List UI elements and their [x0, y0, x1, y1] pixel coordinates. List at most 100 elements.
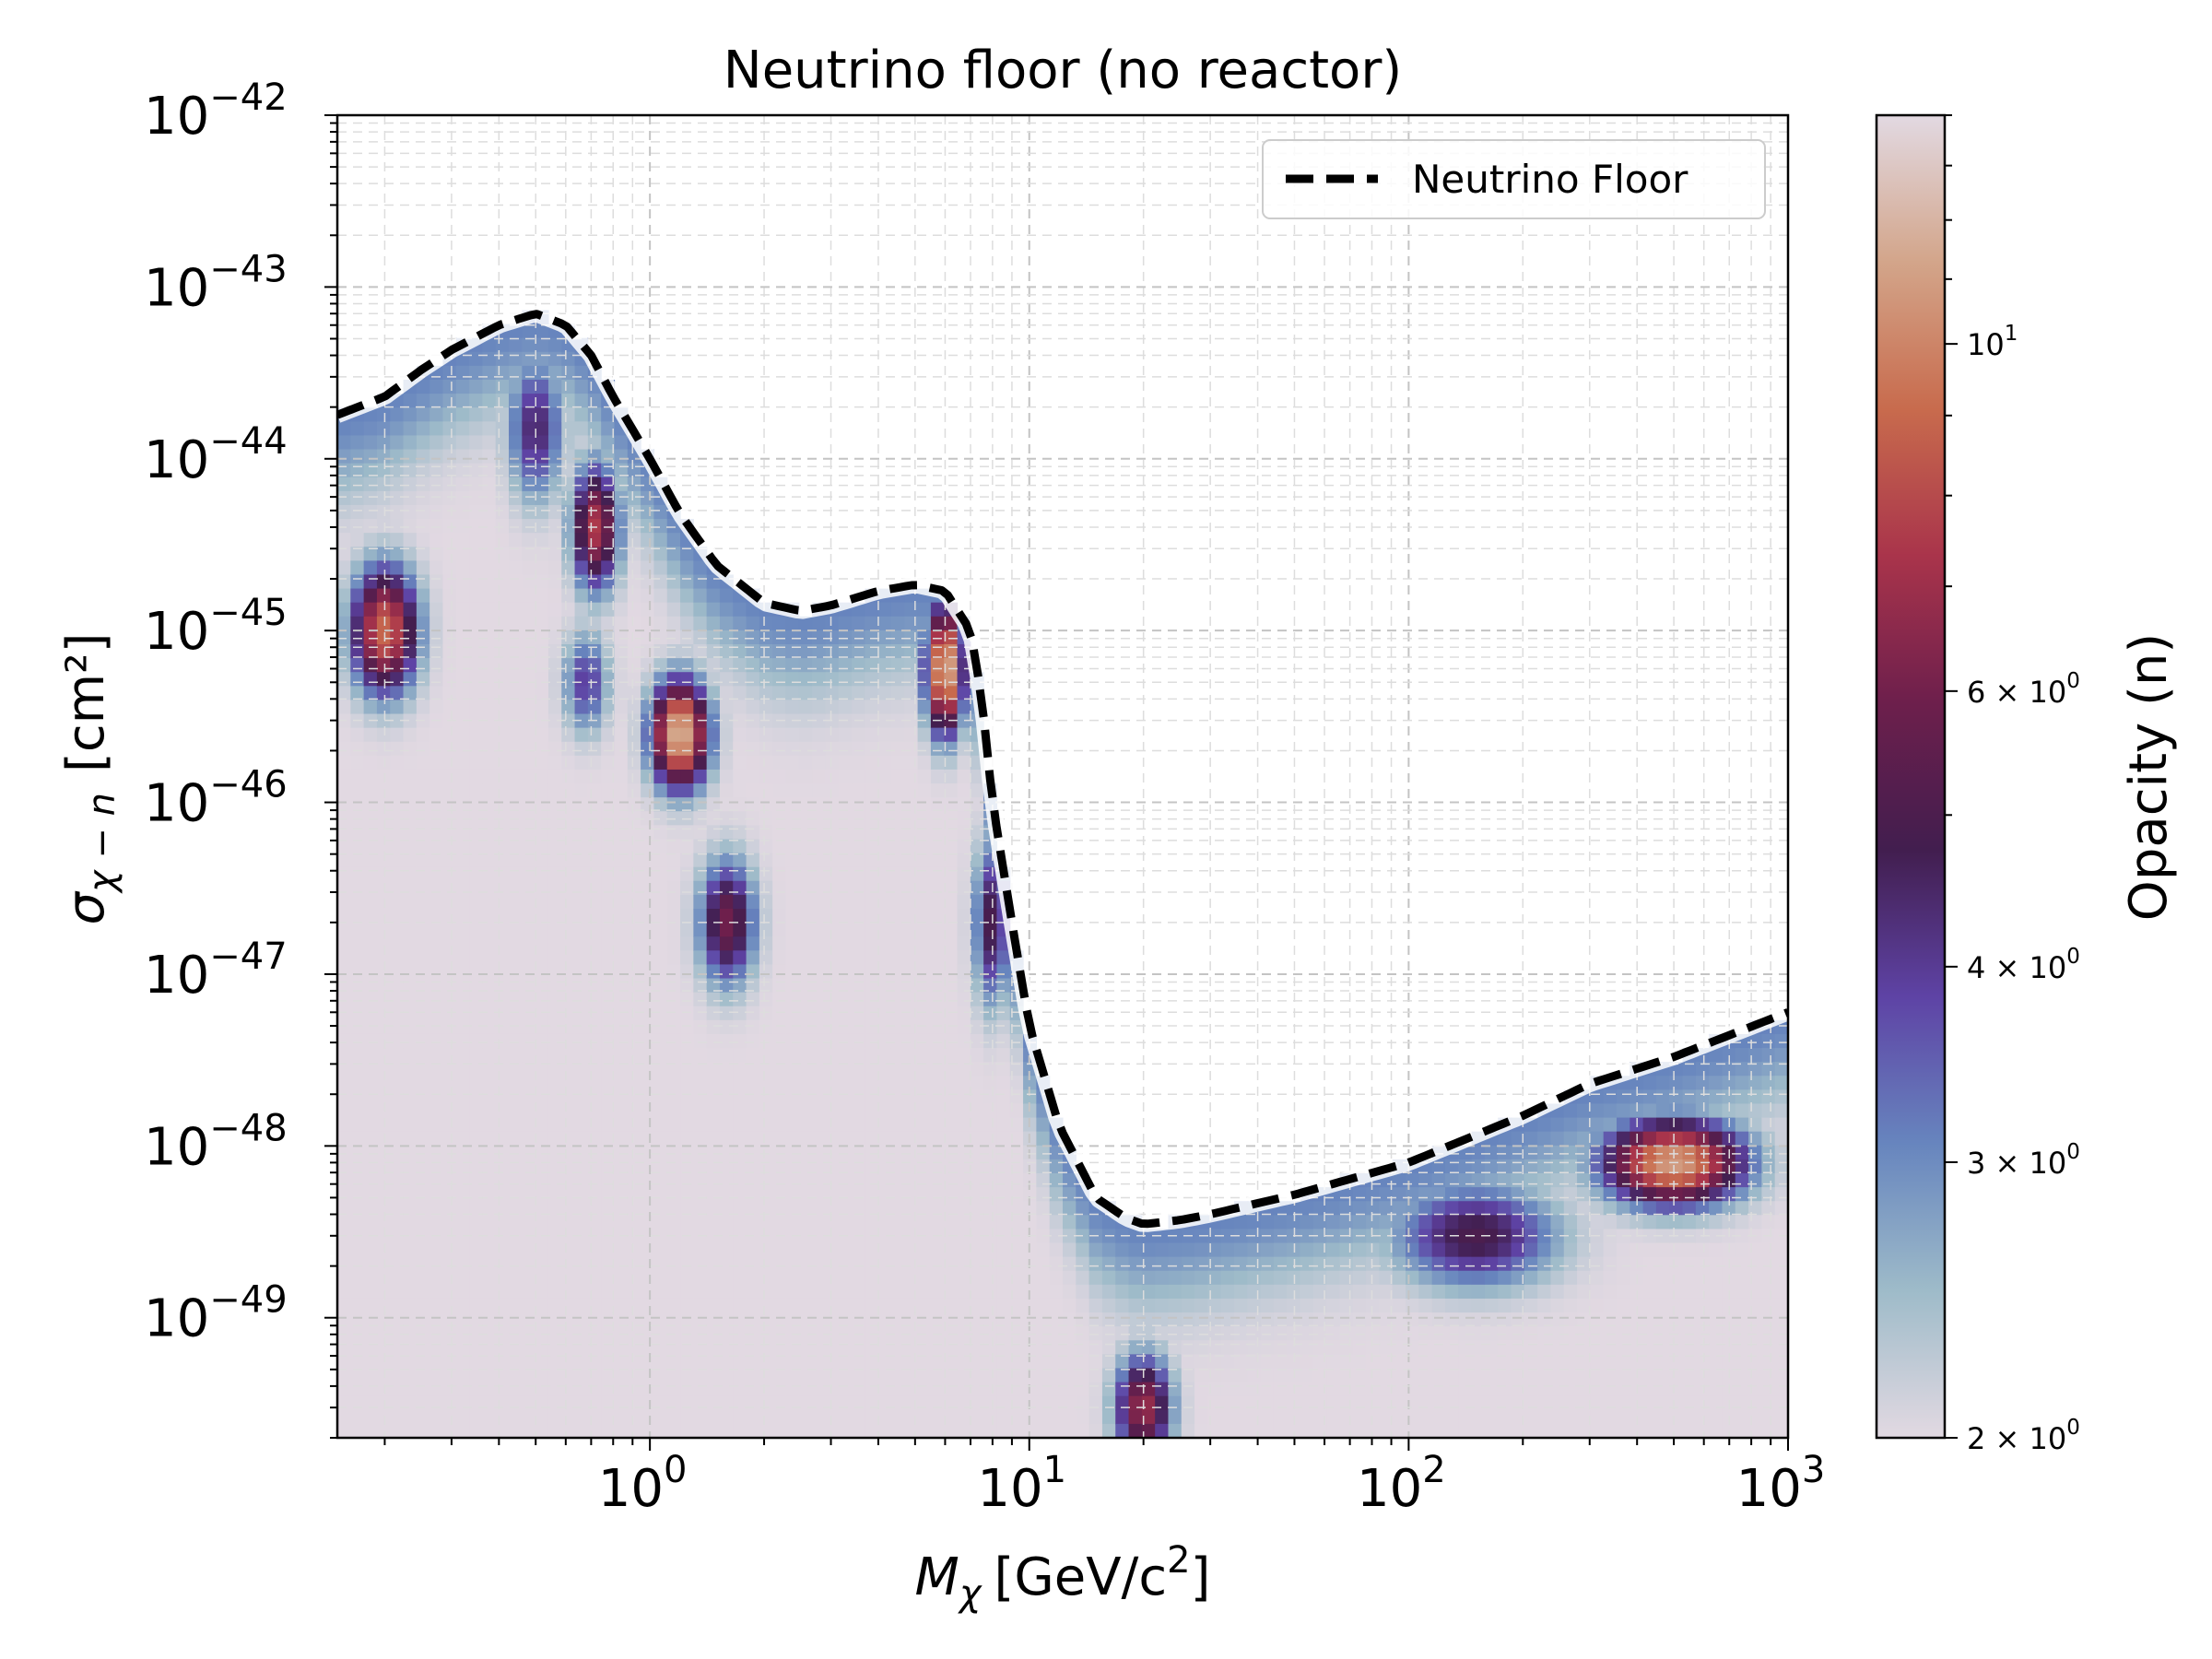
- heatmap-cell: [535, 866, 549, 882]
- heatmap-cell: [666, 616, 681, 631]
- heatmap-cell: [495, 741, 510, 757]
- heatmap-cell: [1392, 1229, 1406, 1244]
- heatmap-cell: [746, 1409, 760, 1425]
- heatmap-cell: [1735, 1284, 1749, 1300]
- heatmap-cell: [350, 936, 365, 951]
- heatmap-cell: [376, 435, 391, 451]
- heatmap-cell: [1036, 1242, 1051, 1258]
- heatmap-cell: [429, 1215, 444, 1230]
- heatmap-cell: [403, 547, 418, 561]
- heatmap-cell: [706, 894, 721, 910]
- heatmap-cell: [390, 421, 405, 437]
- heatmap-cell: [376, 866, 391, 882]
- heatmap-cell: [1669, 1312, 1684, 1327]
- heatmap-cell: [733, 1103, 747, 1119]
- heatmap-cell: [561, 1423, 576, 1438]
- heatmap-cell: [403, 713, 418, 729]
- heatmap-cell: [376, 923, 391, 937]
- heatmap-cell: [482, 1395, 497, 1411]
- heatmap-cell: [970, 1048, 984, 1063]
- heatmap-cell: [877, 1006, 892, 1021]
- heatmap-cell: [442, 1256, 457, 1272]
- heatmap-cell: [1695, 1298, 1710, 1313]
- heatmap-cell: [614, 629, 629, 645]
- heatmap-cell: [442, 894, 457, 910]
- heatmap-cell: [442, 421, 457, 437]
- heatmap-cell: [1748, 1089, 1762, 1105]
- heatmap-cell: [363, 435, 378, 451]
- heatmap-cell: [904, 672, 919, 687]
- heatmap-cell: [1076, 1326, 1090, 1341]
- heatmap-cell: [798, 1409, 813, 1425]
- heatmap-cell: [680, 1173, 694, 1188]
- heatmap-cell: [693, 588, 708, 604]
- heatmap-cell: [1563, 1117, 1578, 1133]
- heatmap-cell: [706, 1242, 721, 1258]
- heatmap-cell: [719, 964, 734, 980]
- heatmap-cell: [970, 1033, 984, 1049]
- heatmap-cell: [1682, 1326, 1697, 1341]
- heatmap-cell: [641, 894, 655, 910]
- heatmap-cell: [653, 866, 668, 882]
- heatmap-cell: [614, 727, 629, 743]
- heatmap-cell: [1234, 1423, 1248, 1438]
- heatmap-cell: [535, 1103, 549, 1119]
- heatmap-cell: [1550, 1354, 1565, 1370]
- heatmap-cell: [1577, 1187, 1591, 1202]
- heatmap-cell: [535, 658, 549, 673]
- heatmap-cell: [390, 547, 405, 561]
- heatmap-cell: [442, 449, 457, 465]
- heatmap-cell: [601, 1201, 616, 1216]
- heatmap-cell: [403, 1409, 418, 1425]
- heatmap-cell: [561, 351, 576, 367]
- heatmap-cell: [957, 700, 971, 715]
- heatmap-cell: [653, 1395, 668, 1411]
- heatmap-cell: [706, 1340, 721, 1355]
- heatmap-cell: [680, 672, 694, 687]
- heatmap-cell: [996, 1145, 1011, 1160]
- heatmap-cell: [996, 1423, 1011, 1438]
- heatmap-cell: [917, 1340, 932, 1355]
- heatmap-cell: [1735, 1131, 1749, 1147]
- heatmap-cell: [522, 1409, 536, 1425]
- heatmap-cell: [1774, 1159, 1788, 1174]
- heatmap-cell: [1009, 1033, 1024, 1049]
- heatmap-cell: [1735, 1229, 1749, 1244]
- heatmap-cell: [1603, 1131, 1618, 1147]
- heatmap-cell: [482, 629, 497, 645]
- heatmap-cell: [350, 1368, 365, 1383]
- heatmap-cell: [996, 1298, 1011, 1313]
- heatmap-cell: [337, 1256, 351, 1272]
- heatmap-cell: [614, 1201, 629, 1216]
- heatmap-cell: [944, 1382, 959, 1397]
- heatmap-cell: [482, 1340, 497, 1355]
- heatmap-cell: [759, 1256, 773, 1272]
- heatmap-cell: [522, 365, 536, 381]
- heatmap-cell: [680, 1131, 694, 1147]
- heatmap-cell: [1036, 1187, 1051, 1202]
- heatmap-cell: [574, 421, 589, 437]
- heatmap-cell: [1537, 1395, 1552, 1411]
- heatmap-cell: [1695, 1270, 1710, 1286]
- heatmap-cell: [719, 1326, 734, 1341]
- heatmap-cell: [733, 936, 747, 951]
- heatmap-cell: [759, 1033, 773, 1049]
- heatmap-cell: [574, 407, 589, 422]
- heatmap-cell: [653, 811, 668, 826]
- heatmap-cell: [574, 1089, 589, 1105]
- heatmap-cell: [1312, 1270, 1327, 1286]
- heatmap-cell: [1498, 1423, 1512, 1438]
- heatmap-cell: [1774, 1215, 1788, 1230]
- heatmap-cell: [337, 1368, 351, 1383]
- heatmap-cell: [1774, 1145, 1788, 1160]
- heatmap-cell: [482, 727, 497, 743]
- heatmap-cell: [1418, 1326, 1433, 1341]
- heatmap-cell: [666, 755, 681, 771]
- heatmap-cell: [350, 727, 365, 743]
- heatmap-cell: [627, 880, 641, 896]
- heatmap-cell: [930, 1312, 945, 1327]
- heatmap-cell: [641, 1312, 655, 1327]
- heatmap-cell: [865, 769, 879, 784]
- heatmap-cell: [812, 853, 827, 868]
- heatmap-cell: [363, 1173, 378, 1188]
